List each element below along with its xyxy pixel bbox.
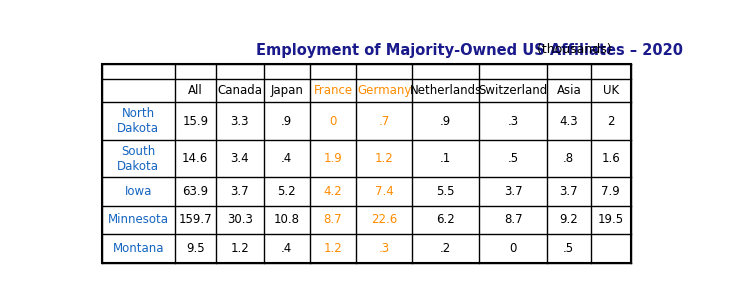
Text: 63.9: 63.9 <box>182 185 209 198</box>
Text: Japan: Japan <box>270 84 303 97</box>
Text: 1.2: 1.2 <box>375 152 394 165</box>
Text: 0: 0 <box>510 242 517 255</box>
Text: UK: UK <box>603 84 618 97</box>
Text: Asia: Asia <box>556 84 581 97</box>
Text: South
Dakota: South Dakota <box>117 145 160 173</box>
Text: .1: .1 <box>440 152 451 165</box>
Text: .8: .8 <box>563 152 575 165</box>
Text: Iowa: Iowa <box>125 185 152 198</box>
Text: 1.2: 1.2 <box>231 242 249 255</box>
Text: 1.6: 1.6 <box>601 152 620 165</box>
Text: 10.8: 10.8 <box>274 214 299 227</box>
Text: 15.9: 15.9 <box>182 115 209 128</box>
Text: 9.2: 9.2 <box>559 214 578 227</box>
Text: 7.9: 7.9 <box>601 185 620 198</box>
Text: 8.7: 8.7 <box>324 214 342 227</box>
Text: 22.6: 22.6 <box>371 214 398 227</box>
Text: Employment of Majority-Owned US Affiliates – 2020: Employment of Majority-Owned US Affiliat… <box>256 43 683 58</box>
Text: .4: .4 <box>281 152 293 165</box>
Text: .9: .9 <box>440 115 451 128</box>
Text: Montana: Montana <box>113 242 164 255</box>
Text: 4.2: 4.2 <box>324 185 342 198</box>
Text: All: All <box>188 84 203 97</box>
Text: .3: .3 <box>379 242 390 255</box>
Text: North
Dakota: North Dakota <box>117 107 160 135</box>
Text: 8.7: 8.7 <box>503 214 522 227</box>
Text: .5: .5 <box>563 242 575 255</box>
Text: 9.5: 9.5 <box>186 242 205 255</box>
Text: 3.7: 3.7 <box>559 185 578 198</box>
Text: 3.4: 3.4 <box>231 152 249 165</box>
Text: 1.9: 1.9 <box>324 152 342 165</box>
Text: 1.2: 1.2 <box>324 242 342 255</box>
Text: 4.3: 4.3 <box>559 115 578 128</box>
Text: 3.3: 3.3 <box>231 115 249 128</box>
Text: .5: .5 <box>507 152 519 165</box>
Text: .2: .2 <box>440 242 451 255</box>
Text: 14.6: 14.6 <box>182 152 209 165</box>
Text: .4: .4 <box>281 242 293 255</box>
Text: 5.5: 5.5 <box>436 185 455 198</box>
Text: Netherlands: Netherlands <box>410 84 482 97</box>
Text: Minnesota: Minnesota <box>107 214 169 227</box>
Text: 2: 2 <box>607 115 615 128</box>
Text: .9: .9 <box>281 115 293 128</box>
Text: 3.7: 3.7 <box>503 185 522 198</box>
Text: 5.2: 5.2 <box>277 185 296 198</box>
Text: 3.7: 3.7 <box>231 185 249 198</box>
Text: (thousands): (thousands) <box>533 43 612 56</box>
Text: 30.3: 30.3 <box>227 214 253 227</box>
Text: Germany: Germany <box>357 84 411 97</box>
Text: Switzerland: Switzerland <box>479 84 548 97</box>
Text: 159.7: 159.7 <box>178 214 212 227</box>
Text: France: France <box>314 84 352 97</box>
Text: 7.4: 7.4 <box>375 185 394 198</box>
Text: 19.5: 19.5 <box>597 214 624 227</box>
Text: .7: .7 <box>379 115 390 128</box>
Text: 0: 0 <box>330 115 336 128</box>
Text: 6.2: 6.2 <box>436 214 455 227</box>
Text: Canada: Canada <box>217 84 262 97</box>
Bar <box>101 64 631 263</box>
Text: .3: .3 <box>507 115 519 128</box>
